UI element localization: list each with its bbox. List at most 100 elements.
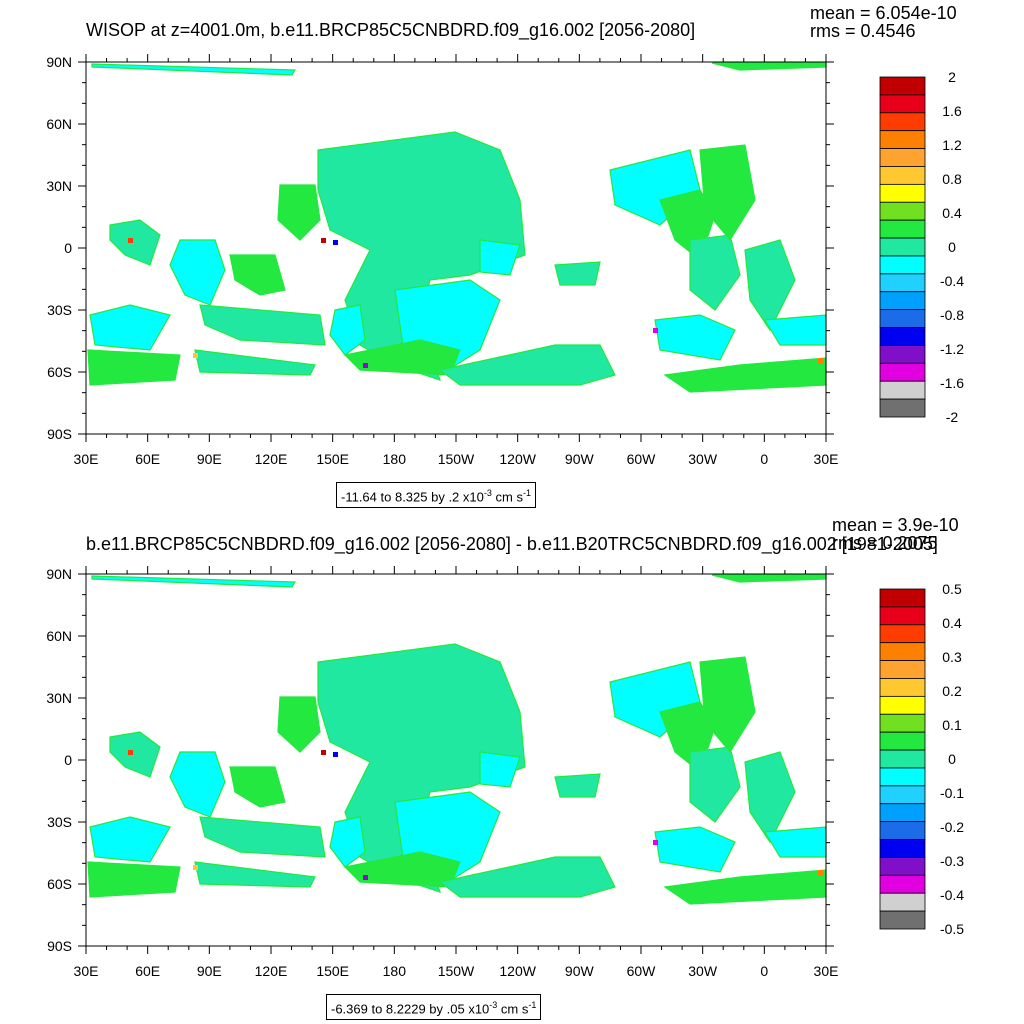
- colorbar-label: 0.4: [942, 205, 962, 221]
- colorbar-box: [879, 380, 926, 400]
- colorbar-box: [879, 892, 926, 912]
- lon-label: 180: [383, 963, 407, 979]
- colorbar-box: [879, 642, 926, 661]
- hotspot-cell: [193, 353, 198, 358]
- colorbar-box: [879, 731, 926, 751]
- stats-block: mean = 6.054e-10 rms = 0.4546: [810, 4, 957, 40]
- colorbar-label: 0.5: [942, 581, 962, 597]
- colorbar-box: [879, 166, 926, 185]
- lat-label: 60N: [46, 116, 72, 132]
- ocean-region: [91, 575, 297, 588]
- lon-label: 30E: [814, 451, 839, 467]
- hotspot-cell: [653, 840, 658, 845]
- ocean-region: [194, 861, 316, 888]
- colorbar-label: 0: [948, 751, 956, 767]
- hotspot-cell: [128, 750, 133, 755]
- ocean-region: [554, 261, 601, 286]
- ocean-region: [229, 254, 286, 296]
- lon-label: 150E: [316, 451, 349, 467]
- colorbar-label: -0.3: [940, 853, 964, 869]
- ocean-region: [699, 144, 756, 242]
- colorbar-label: -0.1: [940, 785, 964, 801]
- hotspot-cell: [818, 358, 823, 363]
- ocean-region: [169, 751, 226, 818]
- colorbar-box: [879, 398, 926, 418]
- colorbar-box: [879, 785, 926, 805]
- ocean-region: [199, 816, 326, 858]
- ocean-region: [763, 826, 827, 858]
- ocean-region: [663, 869, 827, 905]
- colorbar-box: [879, 148, 926, 167]
- colorbar-box: [879, 183, 926, 203]
- lon-label: 150W: [438, 451, 475, 467]
- colorbar-box: [879, 130, 926, 149]
- ocean-region: [229, 766, 286, 808]
- ocean-region: [479, 751, 521, 788]
- contour-info-label: -11.64 to 8.325 by .2 x10-3 cm s-1: [336, 482, 536, 509]
- lon-label: 150E: [316, 963, 349, 979]
- lat-label: 0: [64, 752, 72, 768]
- colorbar-box: [879, 606, 926, 626]
- lon-label: 30E: [74, 451, 99, 467]
- colorbar-box: [879, 767, 926, 787]
- colorbar-box: [879, 857, 926, 876]
- ocean-region: [91, 63, 297, 76]
- colorbar-box: [879, 219, 926, 239]
- colorbar-box: [879, 660, 926, 679]
- colorbar-box: [879, 624, 926, 644]
- top-map-panel: WISOP at z=4001.0m, b.e11.BRCP85C5CNBDRD…: [46, 4, 964, 509]
- colorbar-box: [879, 94, 926, 114]
- ocean-region: [699, 656, 756, 754]
- ocean-region: [438, 856, 616, 898]
- lat-label: 60S: [47, 364, 72, 380]
- ocean-region: [277, 696, 321, 753]
- ocean-region: [109, 731, 161, 778]
- colorbar-label: 0: [948, 239, 956, 255]
- ocean-region: [199, 304, 326, 346]
- ocean-region: [277, 184, 321, 241]
- lon-label: 120W: [499, 963, 536, 979]
- ocean-region: [87, 861, 181, 898]
- ocean-region: [654, 826, 736, 873]
- ocean-region: [343, 339, 461, 376]
- colorbar-box: [879, 327, 926, 346]
- ocean-region: [763, 314, 827, 346]
- colorbar-box: [879, 76, 926, 96]
- lat-label: 90N: [46, 54, 72, 70]
- ocean-region: [654, 314, 736, 361]
- ocean-region: [89, 816, 171, 863]
- hotspot-cell: [193, 865, 198, 870]
- colorbar-box: [879, 112, 926, 132]
- colorbar-label: -1.6: [940, 375, 964, 391]
- colorbar-label: -1.2: [940, 341, 964, 357]
- lat-label: 30S: [47, 814, 72, 830]
- bottom-map-panel: b.e11.BRCP85C5CNBDRD.f09_g16.002 [2056-2…: [0, 512, 1024, 1024]
- colorbar-box: [879, 839, 926, 858]
- colorbar-box: [879, 291, 926, 311]
- lon-label: 180: [383, 451, 407, 467]
- lon-label: 90W: [565, 963, 595, 979]
- lat-label: 30N: [46, 690, 72, 706]
- ocean-region: [711, 62, 827, 71]
- lat-label: 60N: [46, 628, 72, 644]
- ocean-region: [744, 751, 796, 844]
- ocean-region: [554, 773, 601, 798]
- colorbar-label: 0.1: [942, 717, 962, 733]
- hotspot-cell: [818, 870, 823, 875]
- colorbar-label: -2: [946, 409, 959, 425]
- hotspot-cell: [321, 238, 326, 243]
- ocean-region: [689, 746, 741, 823]
- hotspot-cell: [333, 752, 338, 757]
- ocean-region: [663, 357, 827, 393]
- colorbar-box: [879, 309, 926, 328]
- colorbar-box: [879, 695, 926, 715]
- hotspot-cell: [363, 875, 368, 880]
- contour-info-label: -6.369 to 8.2229 by .05 x10-3 cm s-1: [326, 994, 542, 1021]
- colorbar-box: [879, 273, 926, 293]
- panel-title: WISOP at z=4001.0m, b.e11.BRCP85C5CNBDRD…: [86, 20, 696, 40]
- colorbar-box: [879, 749, 926, 769]
- colorbar-label: -0.5: [940, 921, 964, 937]
- colorbar-label: 2: [948, 69, 956, 85]
